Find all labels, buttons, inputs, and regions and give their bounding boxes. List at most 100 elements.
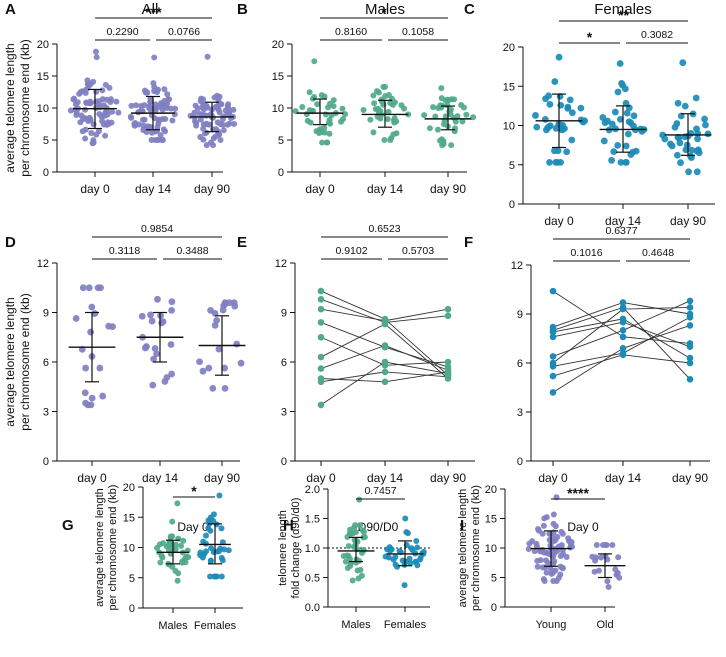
data-point [202, 540, 209, 547]
data-point [147, 311, 154, 319]
data-point [317, 353, 325, 361]
data-point [306, 89, 313, 96]
data-point [233, 340, 241, 348]
data-point [147, 95, 154, 102]
data-point [168, 298, 176, 306]
data-point [67, 107, 74, 114]
data-point [314, 101, 321, 108]
data-point [82, 135, 89, 142]
data-point [552, 567, 559, 574]
data-point [619, 81, 626, 89]
data-point [630, 112, 638, 120]
panel-b: B Males 0 5 10 15 20 day 0 day 14 day 90 0.8160 0.1… [237, 1, 477, 196]
data-point [93, 54, 100, 61]
data-point [224, 121, 231, 128]
data-point [619, 305, 627, 313]
data-point [608, 120, 616, 128]
data-point [614, 141, 622, 149]
data-point [307, 119, 314, 126]
data-point [88, 394, 96, 402]
y-tick-label: 0 [278, 167, 284, 179]
data-point [87, 328, 95, 336]
data-point [413, 538, 420, 545]
data-point [444, 358, 452, 366]
data-point [342, 558, 349, 565]
y-tick-label: 1.5 [305, 514, 320, 526]
data-point [370, 129, 377, 136]
data-point [605, 583, 612, 590]
significance-label: 0.9102 [335, 245, 367, 257]
y-tick-label: 10 [503, 121, 515, 133]
y-tick-label: 20 [485, 484, 497, 496]
data-point [78, 112, 85, 119]
x-tick-label: day 14 [605, 214, 641, 228]
data-point [162, 128, 169, 135]
data-point [207, 527, 214, 534]
panel-g: G Day 0 0 5 10 15 20 Males Females average telome… [62, 482, 243, 632]
y-axis-label: telomere length [277, 510, 289, 586]
data-point [220, 127, 227, 134]
data-point [673, 151, 681, 159]
x-tick-label: day 0 [305, 182, 335, 196]
data-point [451, 128, 458, 135]
data-point [95, 128, 102, 135]
y-tick-label: 5 [491, 573, 497, 585]
data-point [169, 518, 176, 525]
data-point [149, 381, 157, 389]
x-tick-label: day 14 [605, 471, 641, 485]
data-point [212, 104, 219, 111]
data-point [90, 139, 97, 146]
data-point [346, 530, 353, 537]
data-point [207, 558, 214, 565]
y-tick-label: 10 [485, 543, 497, 555]
panel-title: All [142, 1, 159, 18]
data-point [203, 142, 210, 149]
data-point [178, 542, 185, 549]
data-point [109, 323, 116, 331]
data-point [568, 136, 576, 144]
data-point [154, 86, 161, 93]
data-point [356, 522, 363, 529]
data-point [222, 300, 229, 307]
data-point [191, 109, 198, 116]
data-point [115, 109, 122, 116]
data-point [610, 148, 618, 156]
y-tick-label: 2.0 [305, 484, 320, 496]
data-point [172, 546, 179, 553]
data-point [319, 139, 326, 146]
data-point [616, 115, 624, 123]
panel-e: E 0 3 6 9 12 day 0 day 14 day 90 0.9102 0.57030.65… [237, 223, 475, 485]
data-point [377, 115, 384, 122]
data-point [205, 364, 213, 372]
data-point [604, 556, 611, 563]
significance-label: 0.3118 [109, 245, 140, 257]
significance-label: 0.9854 [141, 223, 173, 235]
significance-label: 0.3082 [641, 29, 673, 41]
data-point [317, 296, 325, 303]
y-tick-label: 0 [517, 456, 523, 468]
data-point [99, 87, 106, 94]
data-point [434, 126, 441, 133]
y-tick-label: 9 [43, 308, 49, 320]
data-point [546, 100, 554, 108]
data-point [317, 365, 325, 372]
y-axis-label: per chromosome end (kb) [18, 293, 32, 430]
y-tick-label: 5 [509, 160, 515, 172]
data-point [212, 126, 219, 133]
data-point [217, 545, 224, 552]
data-point [452, 118, 459, 125]
data-point [444, 305, 452, 313]
data-point [157, 559, 164, 566]
data-point [324, 139, 331, 146]
data-point [357, 566, 364, 573]
data-point [218, 525, 225, 532]
x-tick-label: day 0 [538, 471, 568, 485]
data-point [542, 95, 549, 103]
data-point [543, 126, 550, 134]
data-point [206, 121, 213, 128]
data-point [168, 306, 175, 314]
data-point [686, 297, 694, 305]
data-point [159, 137, 166, 143]
data-point [533, 123, 541, 131]
data-point [679, 59, 687, 67]
